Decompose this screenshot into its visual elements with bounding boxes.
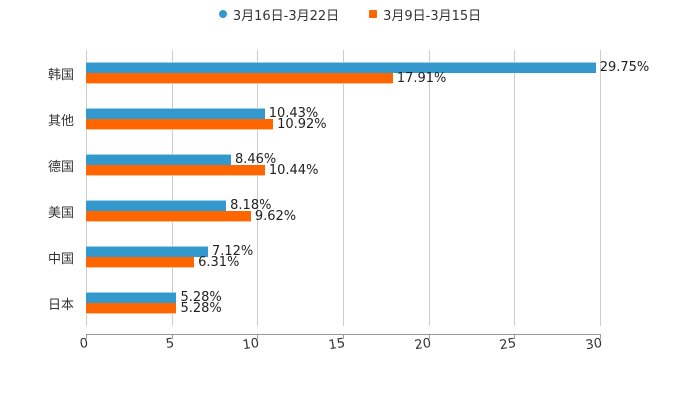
bar-series-2[interactable]: [86, 165, 265, 176]
gridline: [172, 50, 173, 326]
chart-legend: 3月16日-3月22日 3月9日-3月15日: [0, 4, 700, 24]
bar-value-label: 17.91%: [396, 71, 447, 86]
gridline: [86, 50, 87, 326]
bar-series-1[interactable]: [86, 62, 596, 73]
legend-item-series-2[interactable]: 3月9日-3月15日: [369, 4, 481, 24]
bar-value-label: 5.28%: [180, 301, 222, 316]
x-axis-tick-label: 30: [584, 336, 604, 354]
bar-series-1[interactable]: [86, 108, 265, 119]
bar-series-2[interactable]: [86, 73, 393, 84]
bar-series-2[interactable]: [86, 211, 251, 222]
x-axis-tick: [514, 334, 515, 339]
bar-value-label: 8.18%: [230, 198, 272, 213]
bar-value-label: 10.44%: [268, 163, 319, 178]
bar-value-label: 6.31%: [198, 255, 240, 270]
x-axis-tick: [429, 334, 430, 339]
legend-label: 3月16日-3月22日: [232, 8, 340, 24]
bar-value-label: 7.12%: [211, 244, 254, 259]
bar-series-1[interactable]: [86, 154, 231, 165]
x-axis-tick-label: 5: [164, 336, 176, 353]
x-axis-tick-label: 10: [241, 336, 261, 354]
x-axis-tick: [600, 334, 601, 339]
x-axis-tick: [257, 334, 258, 339]
bar-value-label: 9.62%: [254, 209, 297, 224]
gridline: [343, 50, 344, 326]
circle-marker-icon: [218, 10, 227, 18]
x-axis-tick-label: 20: [413, 336, 433, 354]
bar-series-2[interactable]: [86, 119, 274, 130]
bar-value-label: 5.28%: [180, 290, 222, 305]
x-axis-tick-label: 25: [498, 336, 518, 354]
bar-series-2[interactable]: [86, 303, 177, 314]
bar-value-label: 10.92%: [277, 117, 327, 132]
x-axis-line: [86, 334, 600, 335]
x-axis-tick: [172, 334, 173, 339]
y-axis-category-label: 其他: [48, 114, 75, 129]
x-axis-tick: [86, 334, 87, 339]
gridline: [600, 50, 601, 326]
gridline: [514, 50, 515, 326]
bar-series-1[interactable]: [86, 200, 227, 211]
bar-value-label: 10.43%: [268, 106, 319, 121]
y-axis-category-label: 德国: [48, 160, 75, 175]
x-axis-tick-label: 0: [78, 336, 90, 353]
bar-series-2[interactable]: [86, 257, 195, 268]
square-marker-icon: [369, 10, 378, 18]
bar-series-1[interactable]: [86, 292, 177, 303]
y-axis-category-label: 美国: [48, 206, 75, 221]
gridline: [257, 50, 258, 326]
y-axis-category-label: 中国: [48, 252, 75, 267]
x-axis-tick: [343, 334, 344, 339]
bar-series-1[interactable]: [86, 246, 208, 257]
bar-value-label: 29.75%: [599, 60, 650, 75]
y-axis-category-label: 韩国: [48, 68, 75, 83]
legend-label: 3月9日-3月15日: [383, 8, 482, 24]
x-axis-tick-label: 15: [327, 336, 347, 354]
y-axis-category-label: 日本: [48, 298, 75, 313]
bar-value-label: 8.46%: [234, 152, 277, 167]
gridline: [429, 50, 430, 326]
legend-item-series-1[interactable]: 3月16日-3月22日: [218, 4, 340, 24]
